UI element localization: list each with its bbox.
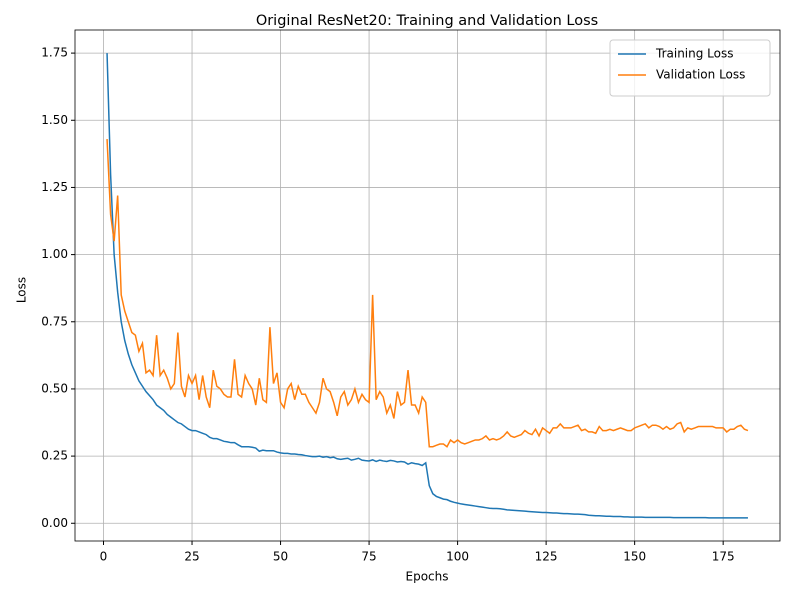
y-tick-label: 1.00: [41, 247, 68, 261]
y-tick-label: 1.25: [41, 180, 68, 194]
plot-frame: [74, 29, 781, 542]
y-tick-label: 1.75: [41, 46, 68, 60]
y-tick-label: 0.50: [41, 381, 68, 395]
x-tick-label: 150: [623, 550, 646, 564]
series-line: [106, 53, 748, 519]
series-line: [106, 139, 749, 448]
legend-label: Training Loss: [655, 47, 733, 61]
x-tick-label: 100: [446, 550, 469, 564]
y-axis-label: Loss: [15, 277, 29, 303]
x-axis-label: Epochs: [406, 570, 449, 584]
x-tick-label: 0: [100, 550, 108, 564]
y-tick-label: 0.00: [41, 516, 68, 530]
x-tick-label: 25: [184, 550, 199, 564]
x-tick-label: 50: [273, 550, 288, 564]
y-tick-label: 0.25: [41, 449, 68, 463]
chart-title: Original ResNet20: Training and Validati…: [256, 13, 598, 29]
legend-label: Validation Loss: [656, 68, 745, 82]
y-tick-label: 1.50: [41, 113, 68, 127]
legend-box: [609, 39, 771, 97]
x-tick-label: 175: [712, 550, 735, 564]
x-tick-label: 75: [361, 550, 376, 564]
x-tick-label: 125: [535, 550, 558, 564]
y-tick-label: 0.75: [41, 314, 68, 328]
